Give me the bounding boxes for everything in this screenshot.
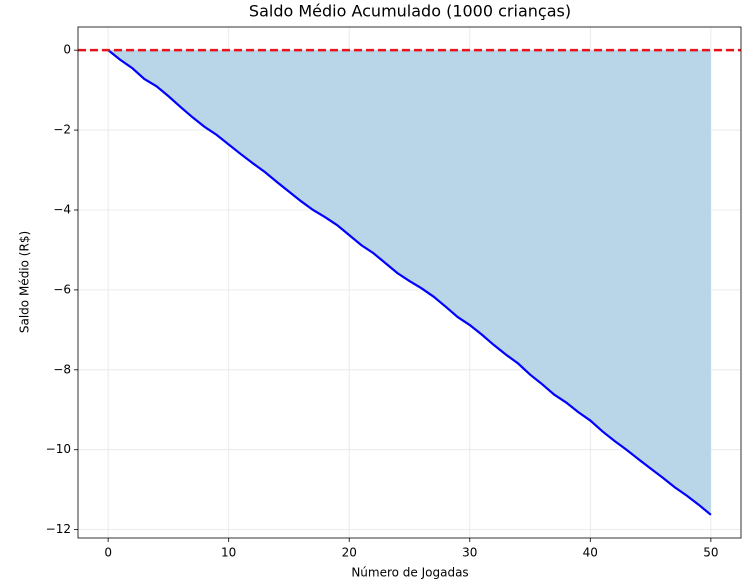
x-tick-label: 10 (221, 546, 236, 560)
plot-frame (77, 26, 742, 539)
y-tick-label: 0 (63, 43, 71, 57)
y-tick-label: −4 (53, 202, 71, 216)
y-tick-label: −2 (53, 123, 71, 137)
x-tick-label: 40 (583, 546, 598, 560)
y-axis-label: Saldo Médio (R$) (18, 231, 32, 333)
x-tick-label: 50 (703, 546, 718, 560)
x-tick-label: 20 (342, 546, 357, 560)
x-tick-label: 0 (104, 546, 112, 560)
y-tick-label: −10 (46, 442, 71, 456)
chart-title: Saldo Médio Acumulado (1000 crianças) (249, 2, 571, 21)
y-tick-label: −8 (53, 362, 71, 376)
line (107, 49, 712, 516)
x-tick-label: 30 (462, 546, 477, 560)
x-axis-label: Número de Jogadas (351, 566, 468, 580)
y-tick-label: −6 (53, 282, 71, 296)
y-tick-label: −12 (46, 522, 71, 536)
